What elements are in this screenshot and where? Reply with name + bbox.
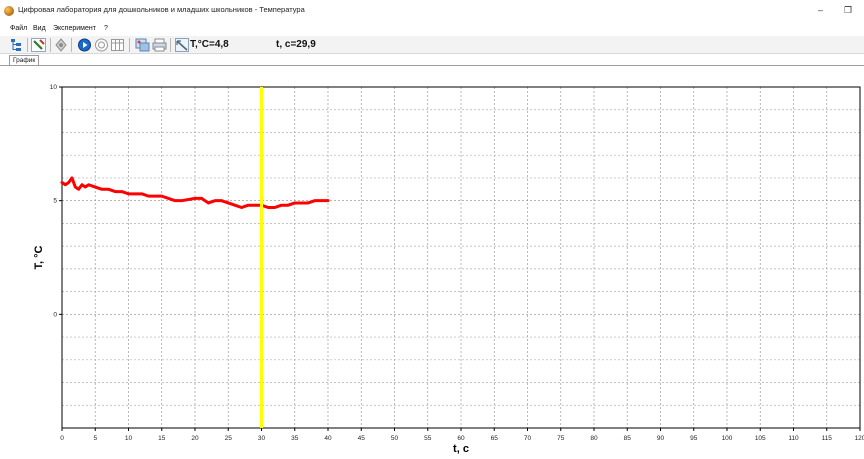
x-tick-label: 20 bbox=[191, 435, 199, 442]
x-tick-label: 75 bbox=[557, 435, 565, 442]
x-tick-label: 0 bbox=[60, 435, 64, 442]
time-readout: t, c=29,9 bbox=[276, 39, 316, 50]
temperature-chart[interactable]: 0 5 10 15 20 25 30 35 40 45 50 55 60 65 70 75 80 85 90 95 10… bbox=[0, 66, 864, 455]
print-icon[interactable] bbox=[152, 38, 167, 52]
table-icon[interactable] bbox=[111, 38, 124, 52]
x-tick-label: 5 bbox=[93, 435, 97, 442]
menu-file[interactable]: Файл bbox=[10, 25, 28, 32]
x-tick-label: 45 bbox=[358, 435, 366, 442]
x-tick-label: 90 bbox=[657, 435, 665, 442]
y-tick-label: 10 bbox=[50, 84, 58, 91]
x-tick-label: 110 bbox=[788, 435, 799, 442]
x-tick-label: 25 bbox=[225, 435, 233, 442]
minimize-button[interactable]: – bbox=[818, 5, 824, 15]
y-axis-ticks: 0 5 10 bbox=[50, 84, 62, 318]
x-tick-label: 120 bbox=[855, 435, 864, 442]
title-bar: Цифровая лаборатория для дошкольников и … bbox=[0, 0, 864, 24]
menu-bar: Файл Вид Эксперимент ? bbox=[0, 24, 864, 36]
toolbar-separator bbox=[129, 38, 130, 52]
x-tick-label: 35 bbox=[291, 435, 299, 442]
x-tick-label: 50 bbox=[391, 435, 399, 442]
window-icon[interactable] bbox=[135, 38, 150, 52]
x-tick-label: 15 bbox=[158, 435, 166, 442]
tab-bar: График bbox=[0, 54, 864, 66]
x-tick-label: 105 bbox=[755, 435, 766, 442]
x-tick-label: 30 bbox=[258, 435, 266, 442]
play-icon[interactable] bbox=[78, 38, 91, 52]
record-icon[interactable] bbox=[95, 38, 108, 52]
zoom-icon[interactable] bbox=[175, 38, 189, 52]
x-tick-label: 55 bbox=[424, 435, 432, 442]
toolbar-separator bbox=[27, 38, 28, 52]
menu-experiment[interactable]: Эксперимент bbox=[53, 25, 96, 32]
x-tick-label: 65 bbox=[491, 435, 499, 442]
x-tick-label: 10 bbox=[125, 435, 133, 442]
sensor-toggle-icon[interactable] bbox=[31, 38, 46, 52]
toolbar-separator bbox=[170, 38, 171, 52]
x-tick-label: 100 bbox=[722, 435, 733, 442]
toolbar-separator bbox=[71, 38, 72, 52]
x-tick-label: 60 bbox=[457, 435, 465, 442]
restore-button[interactable]: ❐ bbox=[844, 5, 853, 15]
x-tick-label: 85 bbox=[624, 435, 632, 442]
data-series bbox=[60, 176, 330, 209]
menu-view[interactable]: Вид bbox=[33, 25, 46, 32]
x-tick-label: 95 bbox=[690, 435, 698, 442]
toolbar-separator bbox=[50, 38, 51, 52]
y-axis-label: T, °C bbox=[33, 245, 45, 269]
menu-help[interactable]: ? bbox=[104, 25, 108, 32]
y-tick-label: 5 bbox=[53, 198, 57, 205]
chart-area: 0 5 10 15 20 25 30 35 40 45 50 55 60 65 70 75 80 85 90 95 10… bbox=[0, 66, 864, 455]
app-icon bbox=[4, 6, 14, 16]
window-title: Цифровая лаборатория для дошкольников и … bbox=[18, 5, 305, 14]
chart-grid bbox=[62, 87, 860, 428]
plot-frame bbox=[61, 86, 861, 429]
x-tick-label: 80 bbox=[590, 435, 598, 442]
toolbar: T,°C=4,8 t, c=29,9 bbox=[0, 36, 864, 54]
y-tick-label: 0 bbox=[53, 311, 57, 318]
sensor-tree-icon[interactable] bbox=[9, 38, 23, 52]
x-tick-label: 40 bbox=[324, 435, 332, 442]
x-tick-label: 115 bbox=[822, 435, 833, 442]
x-tick-label: 70 bbox=[524, 435, 532, 442]
temperature-series-line bbox=[60, 176, 330, 209]
settings-icon[interactable] bbox=[55, 38, 67, 52]
x-axis-ticks: 0 5 10 15 20 25 30 35 40 45 50 55 60 65 70 75 80 85 90 95 10… bbox=[60, 428, 864, 442]
x-axis-label: t, c bbox=[453, 443, 469, 454]
tab-graph[interactable]: График bbox=[9, 55, 40, 65]
temperature-readout: T,°C=4,8 bbox=[190, 39, 229, 50]
